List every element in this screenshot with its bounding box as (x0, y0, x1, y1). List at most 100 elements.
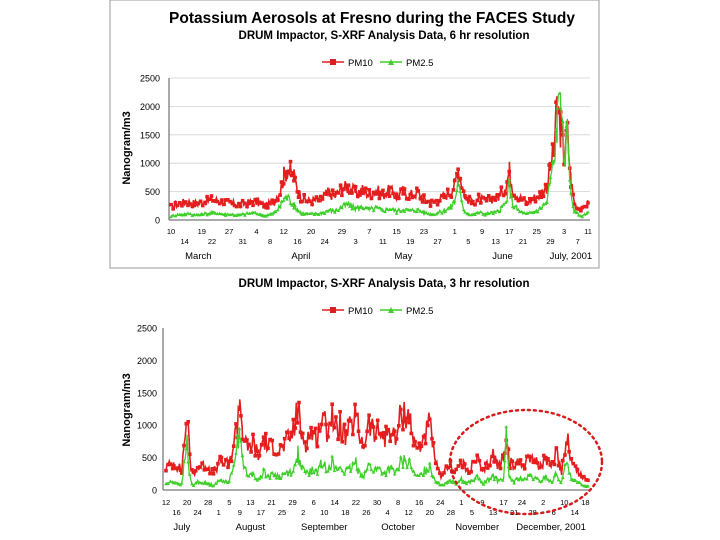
pm10-marker (180, 203, 184, 208)
pm25-marker (488, 476, 492, 480)
pm25-marker (490, 473, 495, 477)
pm10-marker (479, 201, 483, 205)
pm10-marker (510, 459, 515, 464)
month-label: October (381, 522, 415, 533)
chart-6hr-title: Potassium Aerosols at Fresno during the … (169, 10, 575, 27)
pm10-marker (430, 436, 434, 441)
y-tick-label: 1500 (137, 388, 157, 398)
pm25-marker (544, 473, 548, 478)
pm25-marker (426, 469, 430, 473)
pm25-marker (240, 211, 245, 216)
pm25-marker (367, 462, 371, 466)
pm25-marker (475, 473, 480, 477)
pm10-marker (350, 191, 354, 195)
pm25-marker (224, 478, 228, 483)
pm25-marker (380, 472, 384, 476)
pm25-marker (525, 211, 530, 215)
chart-3hr: DRUM Impactor, S-XRF Analysis Data, 3 hr… (121, 278, 604, 533)
pm25-marker (535, 210, 540, 214)
pm10-marker (554, 100, 558, 105)
pm25-marker (180, 481, 184, 485)
pm25-marker (571, 204, 575, 209)
pm25-marker (287, 470, 291, 474)
pm25-marker (473, 212, 477, 217)
pm10-marker (187, 452, 192, 457)
x-tick-label: 16 (172, 508, 180, 517)
pm25-marker (229, 471, 234, 475)
pm25-marker (219, 478, 224, 482)
pm10-marker (208, 471, 212, 476)
pm25-marker (518, 475, 523, 479)
pm10-marker (247, 442, 251, 446)
pm10-marker (260, 201, 264, 206)
pm10-marker (363, 186, 368, 191)
pm25-marker (505, 199, 509, 203)
pm10-marker (527, 196, 532, 201)
pm10-marker (462, 462, 467, 466)
pm10-marker (253, 197, 258, 202)
pm10-marker (426, 423, 430, 428)
pm25-marker (389, 207, 393, 212)
pm10-marker (584, 477, 588, 482)
pm25-marker (348, 469, 353, 473)
pm10-marker (231, 444, 236, 448)
pm25-marker (319, 465, 324, 469)
pm10-marker (546, 457, 550, 461)
pm10-marker (476, 192, 481, 197)
pm10-marker (308, 199, 312, 203)
pm10-marker (322, 412, 326, 416)
chart-6hr-yticks: 0 500 1000 1500 2000 2500 (140, 74, 160, 226)
pm10-marker (324, 422, 328, 427)
pm25-marker (223, 213, 228, 217)
pm10-marker (367, 188, 372, 192)
pm10-marker (338, 409, 342, 414)
pm25-marker (353, 205, 358, 210)
pm25-marker (303, 469, 307, 474)
x-tick-label: 10 (560, 498, 568, 507)
pm25-marker (415, 209, 419, 214)
chart-3hr-legend: PM10 PM2.5 (322, 306, 433, 317)
pm10-marker (452, 470, 456, 475)
legend2-pm10-marker (330, 307, 336, 313)
x-tick-label: 8 (268, 237, 272, 246)
pm25-marker (176, 482, 181, 486)
pm25-marker (211, 484, 216, 488)
pm10-marker (533, 199, 538, 204)
pm25-marker (546, 477, 550, 481)
pm25-marker (346, 201, 351, 205)
pm25-marker (527, 210, 532, 214)
pm25-marker (305, 468, 309, 473)
pm10-marker (320, 197, 325, 201)
pm10-marker (371, 425, 376, 429)
pm10-marker (538, 190, 542, 194)
pm25-marker (529, 473, 533, 477)
chart-6hr: Potassium Aerosols at Fresno during the … (109, 0, 600, 269)
pm25-marker (278, 205, 282, 209)
pm25-marker (382, 471, 386, 475)
pm25-marker (268, 476, 272, 480)
pm25-marker (356, 467, 361, 471)
pm10-marker (421, 434, 426, 439)
pm10-marker (360, 191, 364, 196)
pm25-marker (496, 478, 501, 482)
pm10-marker (365, 429, 369, 434)
pm25-marker (338, 465, 342, 469)
pm10-marker (475, 198, 480, 203)
pm25-marker (535, 476, 540, 480)
pm10-marker (326, 189, 331, 194)
pm10-marker (292, 178, 296, 183)
pm25-marker (495, 208, 500, 212)
pm10-marker (529, 455, 533, 460)
pm25-marker (423, 471, 428, 475)
pm10-marker (174, 466, 178, 471)
pm10-marker (171, 206, 175, 211)
pm10-marker (580, 474, 584, 479)
chart-3hr-yticks: 0 500 1000 1500 2000 2500 (137, 324, 157, 496)
pm25-marker (272, 473, 276, 478)
pm10-marker (311, 429, 316, 434)
pm10-marker (449, 195, 454, 199)
pm25-marker (431, 474, 436, 479)
pm25-marker (427, 461, 432, 465)
pm10-marker (217, 201, 222, 206)
chart-6hr-ylabel: Nanogram/m3 (121, 111, 133, 184)
